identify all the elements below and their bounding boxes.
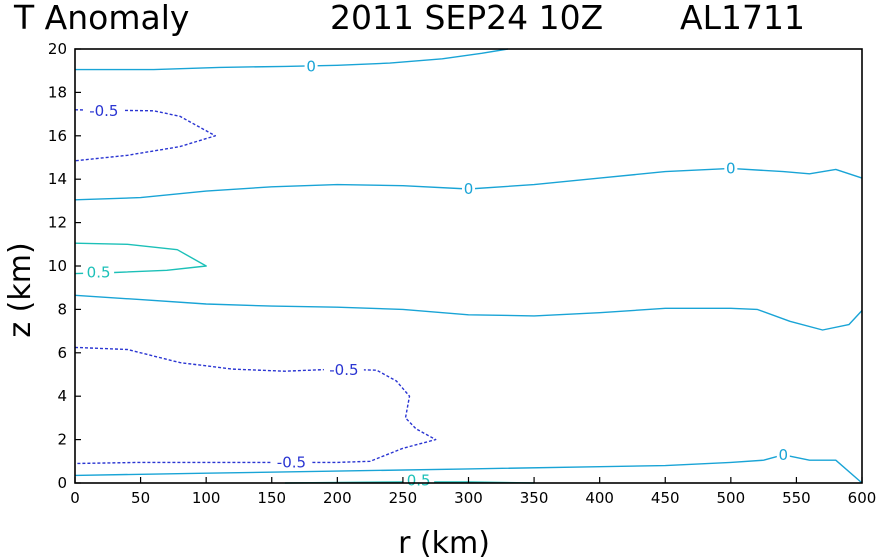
x-tick-label: 100	[192, 489, 221, 507]
contour-label-bg	[724, 160, 738, 177]
contour-label-bg	[271, 454, 312, 471]
x-tick-label: 600	[848, 489, 877, 507]
contour-label: 0	[726, 159, 736, 177]
y-tick-label: 2	[57, 431, 67, 449]
contour-label: 0	[306, 57, 316, 75]
x-tick-label: 200	[323, 489, 352, 507]
contour-label: 0.5	[407, 471, 431, 489]
contour-label: -0.5	[89, 102, 118, 120]
y-axis-label: z (km)	[3, 242, 38, 337]
x-tick-label: 350	[520, 489, 549, 507]
contour-label: -0.5	[329, 361, 358, 379]
y-tick-label: 4	[57, 387, 67, 405]
contour-line-pos-10	[74, 242, 207, 275]
y-axis-ticks: 0 2 4 6 8 10 12 14 16 18 20	[48, 40, 81, 492]
contour-line-neg-5	[74, 346, 437, 465]
x-tick-label: 500	[717, 489, 746, 507]
plot-frame	[74, 48, 863, 484]
y-tick-label: 8	[57, 300, 67, 318]
x-tick-label: 300	[454, 489, 483, 507]
contour-label: -0.5	[277, 453, 306, 471]
y-tick-label: 0	[57, 474, 67, 492]
contour-label-bg	[83, 264, 115, 281]
y-tick-label: 12	[48, 214, 67, 232]
y-tick-label: 20	[48, 40, 67, 58]
y-tick-label: 18	[48, 83, 67, 101]
x-tick-label: 450	[651, 489, 680, 507]
chart-timestamp: 2011 SEP24 10Z	[330, 0, 603, 37]
contour-line-zero-8	[74, 294, 863, 331]
x-tick-label: 550	[782, 489, 811, 507]
contour-labels: 0 -0.5 0 0 0.5 -0.5 -0.5 0 0.5	[83, 57, 790, 489]
x-tick-label: 150	[257, 489, 286, 507]
contour-line-zero-top	[75, 48, 509, 71]
contour-label-bg	[776, 446, 790, 463]
chart-title: T Anomaly	[13, 0, 189, 37]
x-axis-label: r (km)	[398, 526, 490, 558]
y-tick-label: 6	[57, 344, 67, 362]
x-tick-label: 250	[389, 489, 418, 507]
contour-label: 0	[464, 180, 474, 198]
contour-line-zero-bottom	[74, 454, 863, 484]
storm-id: AL1711	[680, 0, 805, 37]
contour-label-bg	[403, 472, 435, 489]
contour-label: 0.5	[87, 264, 111, 282]
contour-lines	[74, 48, 863, 484]
y-tick-label: 10	[48, 257, 67, 275]
x-tick-label: 400	[585, 489, 614, 507]
contour-line-neg-16	[74, 109, 217, 162]
contour-label-bg	[304, 58, 318, 75]
y-tick-label: 14	[48, 170, 67, 188]
x-tick-label: 50	[131, 489, 150, 507]
x-axis-ticks: 0 50 100 150 200 250 300 350 400 450 500 550 600	[70, 477, 876, 507]
y-tick-label: 16	[48, 127, 67, 145]
x-tick-label: 0	[70, 489, 80, 507]
contour-label-bg	[323, 362, 364, 379]
contour-label-bg	[83, 102, 124, 119]
contour-line-zero-14	[74, 167, 863, 201]
contour-label: 0	[779, 446, 789, 464]
contour-label-bg	[462, 180, 475, 197]
